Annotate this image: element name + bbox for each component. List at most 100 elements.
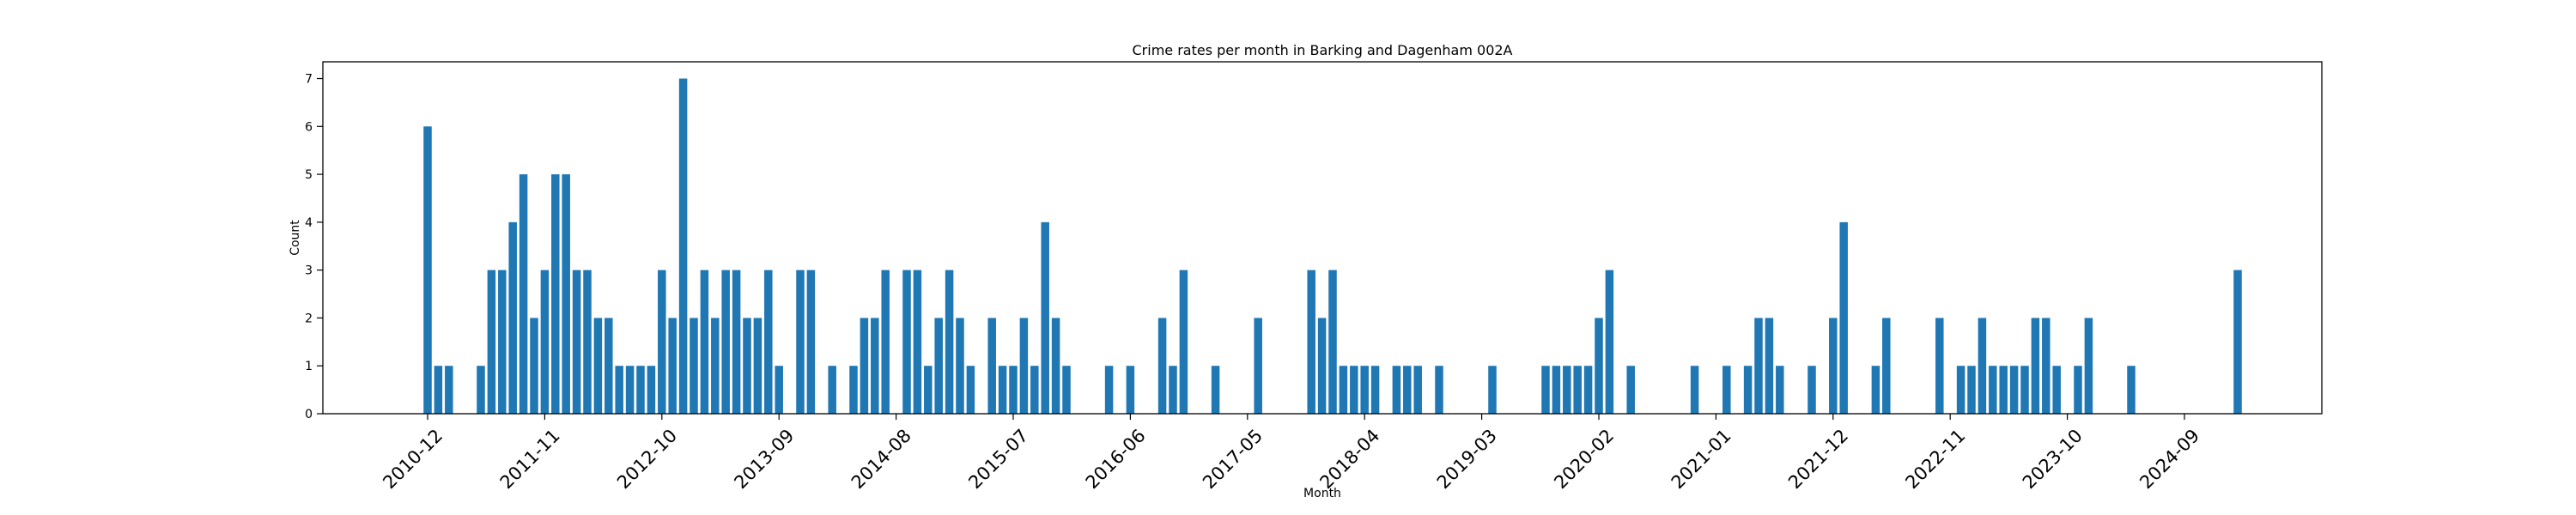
bar-month-25 xyxy=(690,318,698,414)
bar-month-40 xyxy=(849,366,858,414)
bar-month-46 xyxy=(913,270,922,414)
bar-month-7 xyxy=(498,270,507,414)
bar-month-29 xyxy=(732,270,741,414)
bar-month-144 xyxy=(1956,366,1965,414)
bar-month-148 xyxy=(1999,366,2008,414)
bar-month-12 xyxy=(551,174,560,414)
bar-month-155 xyxy=(2074,366,2082,414)
bar-month-5 xyxy=(477,366,485,414)
bar-month-59 xyxy=(1051,318,1060,414)
bar-month-8 xyxy=(508,221,517,414)
bar-month-109 xyxy=(1583,366,1593,414)
y-tick-label: 7 xyxy=(305,73,313,87)
bar-month-50 xyxy=(956,318,964,414)
y-axis-ticks: 0 1 2 3 4 5 6 7 xyxy=(305,73,323,421)
bar-month-54 xyxy=(998,366,1007,414)
bar-month-153 xyxy=(2052,366,2061,414)
bar-month-24 xyxy=(678,78,688,415)
bar-month-83 xyxy=(1307,270,1315,414)
y-axis-label: Count xyxy=(289,220,302,256)
bar-month-87 xyxy=(1350,366,1358,414)
bar-month-111 xyxy=(1605,270,1614,414)
bar-month-110 xyxy=(1595,318,1603,414)
bar-month-149 xyxy=(2009,366,2019,414)
y-tick-label: 4 xyxy=(305,216,313,230)
bar-month-2 xyxy=(445,366,453,414)
bar-month-23 xyxy=(668,318,677,414)
bar-month-55 xyxy=(1009,366,1018,414)
bar-month-9 xyxy=(519,174,528,414)
bar-month-124 xyxy=(1743,366,1753,414)
bar-month-57 xyxy=(1030,366,1039,414)
y-tick-label: 5 xyxy=(305,168,313,182)
bar-month-35 xyxy=(796,270,805,414)
bar-month-17 xyxy=(605,318,613,414)
bar-month-152 xyxy=(2042,318,2050,414)
bar-month-1 xyxy=(434,366,443,414)
bar-month-147 xyxy=(1989,366,1997,414)
bar-month-60 xyxy=(1062,366,1071,414)
bar-month-150 xyxy=(2020,366,2029,414)
bar-month-136 xyxy=(1871,366,1880,414)
bar-month-20 xyxy=(636,366,645,414)
bar-month-14 xyxy=(572,270,581,414)
bar-month-122 xyxy=(1722,366,1731,414)
bar-month-33 xyxy=(775,366,783,414)
x-axis-label: Month xyxy=(1303,487,1341,500)
bar-month-170 xyxy=(2233,270,2242,414)
bar-month-95 xyxy=(1435,366,1443,414)
bar-month-105 xyxy=(1541,366,1550,414)
bar-month-113 xyxy=(1626,366,1635,414)
bar-month-142 xyxy=(1935,318,1944,414)
bar-month-43 xyxy=(881,270,890,414)
bar-month-160 xyxy=(2127,366,2136,414)
y-tick-label: 3 xyxy=(305,264,313,278)
bar-month-32 xyxy=(764,270,773,414)
chart-title: Crime rates per month in Barking and Dag… xyxy=(1133,42,1513,58)
bar-month-31 xyxy=(753,318,762,414)
bar-month-53 xyxy=(987,318,996,414)
bar-month-71 xyxy=(1179,270,1188,414)
bar-month-69 xyxy=(1157,318,1167,414)
bar-month-64 xyxy=(1104,366,1114,414)
bar-month-38 xyxy=(828,366,836,414)
bar-month-42 xyxy=(871,318,879,414)
bar-month-21 xyxy=(647,366,656,414)
bar-month-132 xyxy=(1829,318,1838,414)
bar-month-18 xyxy=(615,366,623,414)
bar-month-151 xyxy=(2031,318,2040,414)
bar-month-47 xyxy=(924,366,933,414)
y-tick-label: 0 xyxy=(305,408,313,421)
bar-month-108 xyxy=(1573,366,1582,414)
bar-month-70 xyxy=(1169,366,1177,414)
bar-month-26 xyxy=(700,270,709,414)
bar-month-156 xyxy=(2084,318,2093,414)
bar-month-58 xyxy=(1041,221,1049,414)
bar-month-93 xyxy=(1413,366,1422,414)
bar-month-125 xyxy=(1754,318,1763,414)
bar-month-74 xyxy=(1211,366,1220,414)
bar-month-0 xyxy=(423,126,432,414)
bar-month-30 xyxy=(743,318,751,414)
bar-month-56 xyxy=(1019,318,1029,414)
bar-month-22 xyxy=(658,270,666,414)
bar-month-49 xyxy=(945,270,954,414)
y-tick-label: 6 xyxy=(305,120,313,134)
bar-month-127 xyxy=(1776,366,1784,414)
bar-month-45 xyxy=(902,270,911,414)
bar-month-91 xyxy=(1392,366,1401,414)
bar-month-106 xyxy=(1552,366,1561,414)
bar-month-16 xyxy=(593,318,603,414)
bar-month-146 xyxy=(1978,318,1987,414)
bar-month-133 xyxy=(1839,221,1848,414)
bar-month-100 xyxy=(1488,366,1497,414)
bar-month-48 xyxy=(934,318,943,414)
bar-month-119 xyxy=(1690,366,1699,414)
bar-month-13 xyxy=(562,174,570,414)
bar-month-11 xyxy=(540,270,550,414)
axes-frame xyxy=(322,61,2323,415)
bar-month-85 xyxy=(1328,270,1337,414)
bars-group xyxy=(423,78,2242,415)
